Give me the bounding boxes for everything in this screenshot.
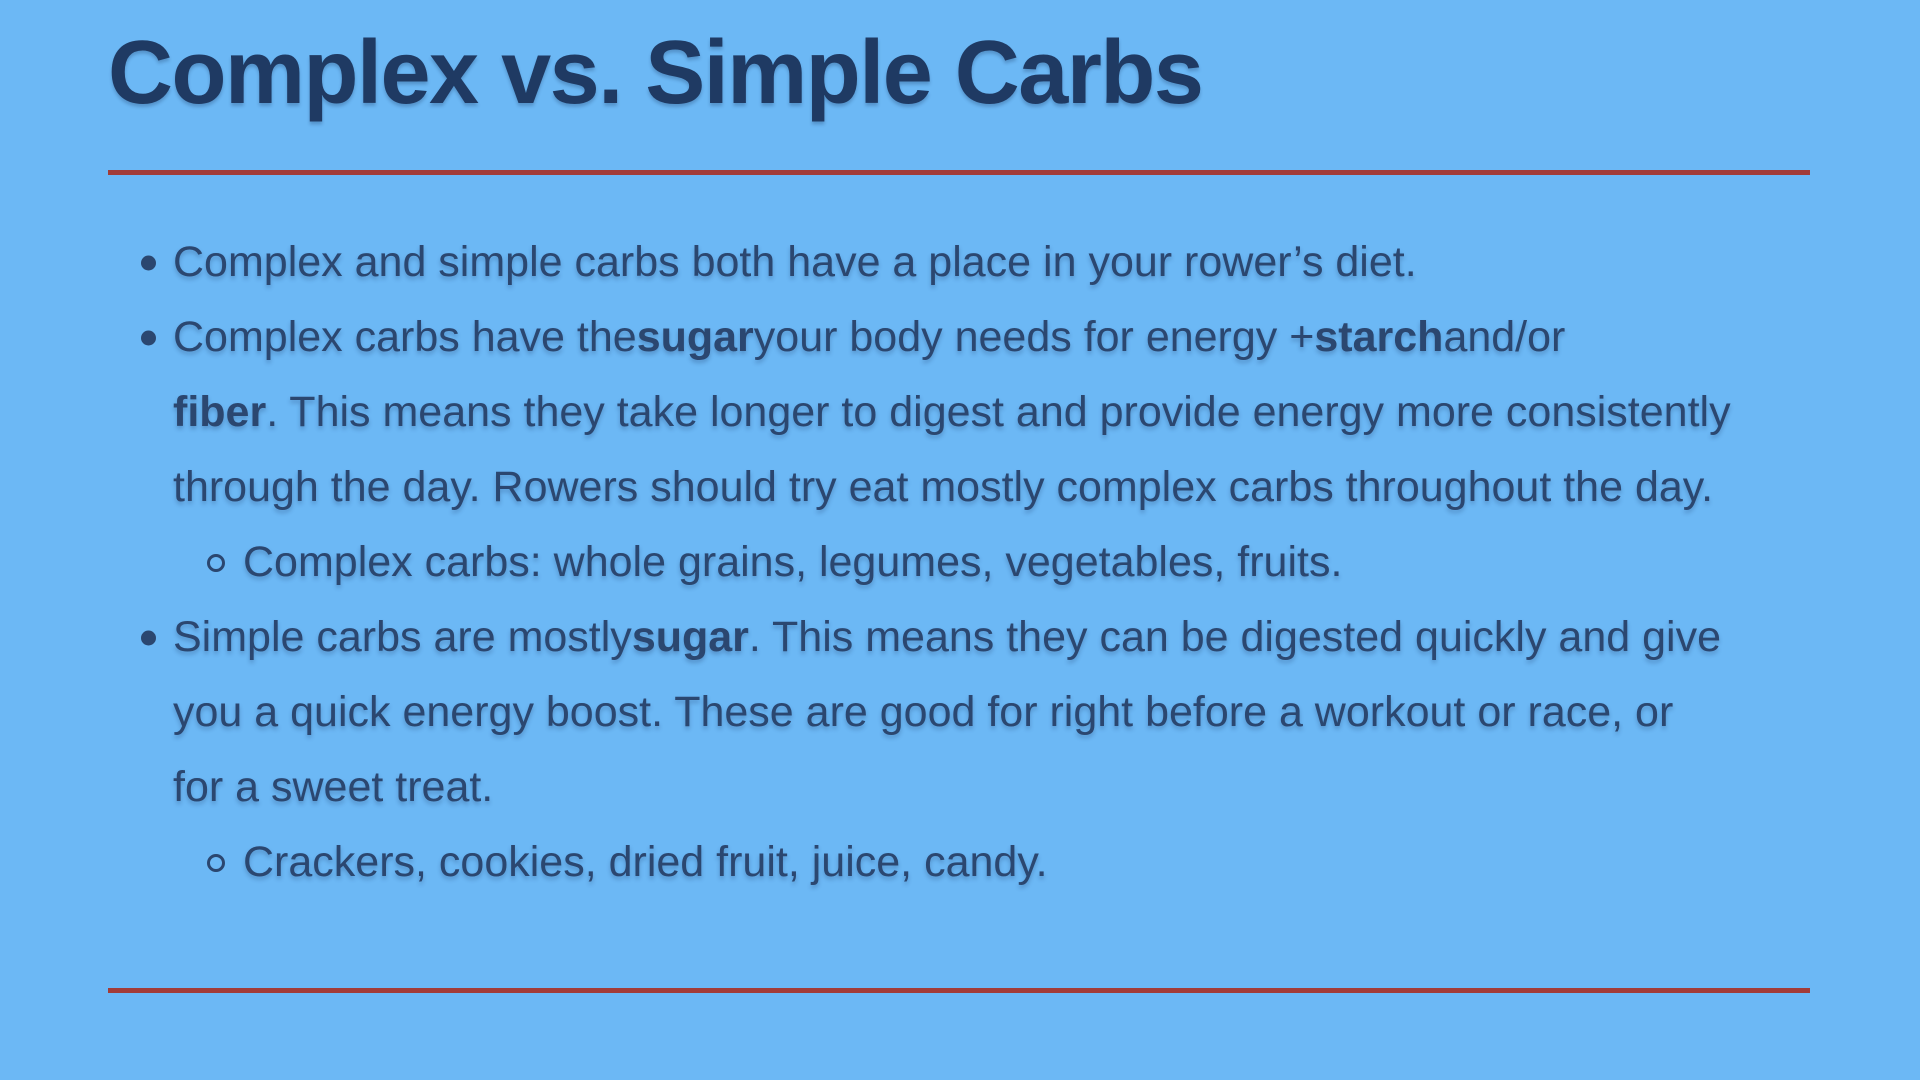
bullet-text: and/or (1443, 313, 1566, 361)
bullet-line: Complex carbs have the sugar your body n… (108, 300, 1868, 375)
bullet-text: Complex carbs: whole grains, legumes, ve… (243, 538, 1343, 586)
bullet-dot-icon (141, 255, 156, 270)
slide-title: Complex vs. Simple Carbs (108, 23, 1204, 123)
bullet-line: fiber. This means they take longer to di… (108, 375, 1868, 450)
bullet-dot-icon (141, 630, 156, 645)
bullet-circle-icon (207, 553, 225, 572)
bullet-line: Complex carbs: whole grains, legumes, ve… (108, 525, 1868, 600)
bullet-dot-icon (141, 330, 156, 345)
bullet-text: through the day. Rowers should try eat m… (173, 463, 1714, 511)
bullet-text: you a quick energy boost. These are good… (173, 688, 1674, 736)
bullet-text-bold: fiber (173, 388, 267, 436)
bullet-line: Complex and simple carbs both have a pla… (108, 225, 1868, 300)
bullet-text: your body needs for energy + (753, 313, 1315, 361)
bullet-line: for a sweet treat. (108, 750, 1868, 825)
bullet-list: Complex and simple carbs both have a pla… (108, 225, 1868, 900)
bullet-text-bold: starch (1314, 313, 1444, 361)
bullet-text-bold: sugar (636, 313, 754, 361)
bullet-text: . This means they take longer to digest … (266, 388, 1731, 436)
bullet-circle-icon (207, 853, 225, 872)
bullet-line: through the day. Rowers should try eat m… (108, 450, 1868, 525)
bullet-text-bold: sugar (631, 613, 749, 661)
top-divider (108, 170, 1810, 175)
bullet-line: Simple carbs are mostly sugar. This mean… (108, 600, 1868, 675)
bottom-divider (108, 988, 1810, 993)
bullet-text: Complex and simple carbs both have a pla… (173, 238, 1417, 286)
bullet-text: . This means they can be digested quickl… (748, 613, 1721, 661)
bullet-text: Crackers, cookies, dried fruit, juice, c… (243, 838, 1048, 886)
bullet-text: Complex carbs have the (173, 313, 637, 361)
bullet-line: you a quick energy boost. These are good… (108, 675, 1868, 750)
bullet-text: for a sweet treat. (173, 763, 494, 811)
bullet-line: Crackers, cookies, dried fruit, juice, c… (108, 825, 1868, 900)
bullet-text: Simple carbs are mostly (173, 613, 632, 661)
